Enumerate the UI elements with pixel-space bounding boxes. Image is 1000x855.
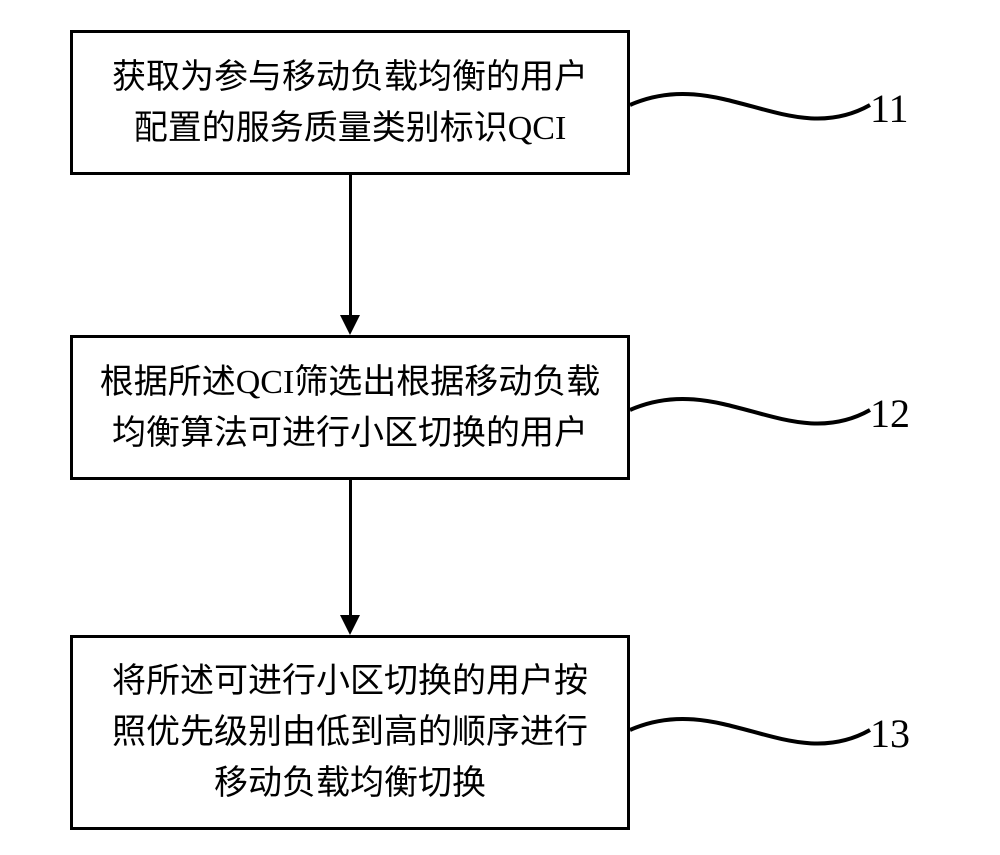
step-2-text: 根据所述QCI筛选出根据移动负载 均衡算法可进行小区切换的用户 — [100, 357, 601, 459]
arrow-1-head — [340, 315, 360, 335]
step-3-text: 将所述可进行小区切换的用户按 照优先级别由低到高的顺序进行 移动负载均衡切换 — [112, 656, 588, 809]
flowchart-canvas: 获取为参与移动负载均衡的用户 配置的服务质量类别标识QCI 根据所述QCI筛选出… — [0, 0, 1000, 855]
connector-2 — [625, 365, 875, 460]
step-1-label: 11 — [870, 85, 909, 132]
arrow-2-line — [349, 480, 352, 615]
step-1-text: 获取为参与移动负载均衡的用户 配置的服务质量类别标识QCI — [112, 52, 588, 154]
connector-1 — [625, 60, 875, 155]
arrow-1-line — [349, 175, 352, 315]
step-3-label: 13 — [870, 710, 910, 757]
step-2-label: 12 — [870, 390, 910, 437]
step-1-box: 获取为参与移动负载均衡的用户 配置的服务质量类别标识QCI — [70, 30, 630, 175]
step-2-box: 根据所述QCI筛选出根据移动负载 均衡算法可进行小区切换的用户 — [70, 335, 630, 480]
arrow-2-head — [340, 615, 360, 635]
step-3-box: 将所述可进行小区切换的用户按 照优先级别由低到高的顺序进行 移动负载均衡切换 — [70, 635, 630, 830]
connector-3 — [625, 685, 875, 780]
